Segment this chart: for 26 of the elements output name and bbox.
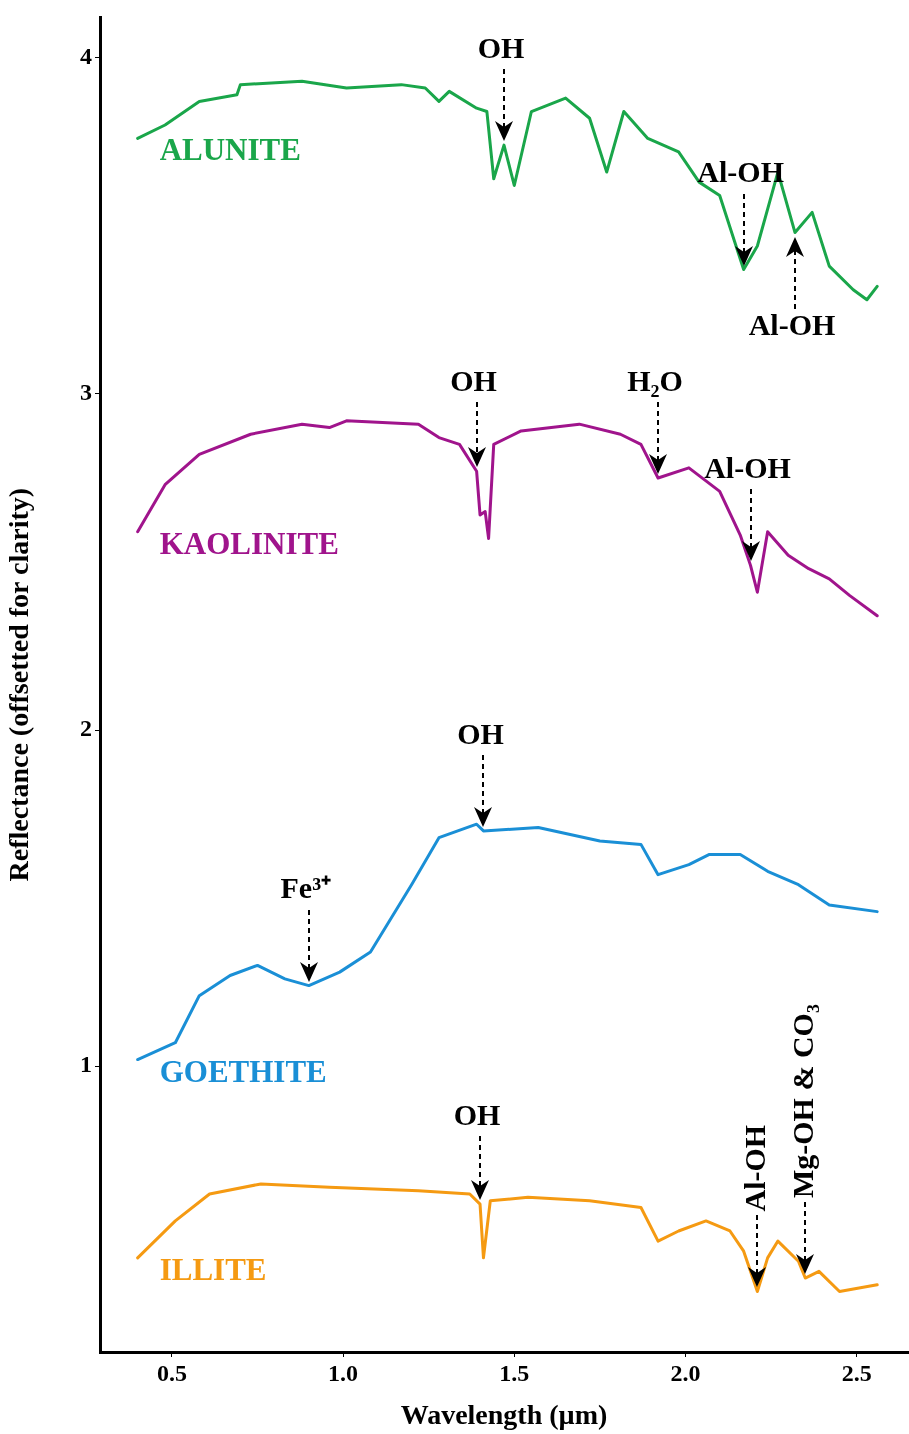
annotation: Mg-OH & CO₃ xyxy=(786,1004,820,1199)
annotation: Al-OH xyxy=(738,1124,772,1212)
y-tick-label: 1 xyxy=(80,1051,92,1078)
series-label: ILLITE xyxy=(159,1251,267,1287)
annotation: OH xyxy=(457,716,504,750)
x-axis-title: Wavelength (µm) xyxy=(400,1399,608,1431)
y-axis-title: Reflectance (offsetted for clarity) xyxy=(3,487,35,882)
x-tick-label: 0.5 xyxy=(156,1359,187,1386)
annotation: Al-OH xyxy=(704,451,791,485)
annotation: OH xyxy=(453,1097,501,1131)
series-label: KAOLINITE xyxy=(159,525,339,561)
annotation: Fe³⁺ xyxy=(280,871,332,905)
y-tick-label: 4 xyxy=(80,42,92,69)
series-label: GOETHITE xyxy=(159,1053,327,1089)
annotation: OH xyxy=(450,363,497,397)
x-tick-label: 1.0 xyxy=(328,1359,359,1386)
annotation: Al-OH xyxy=(697,155,784,189)
annotation: Al-OH xyxy=(748,308,836,342)
annotation: OH xyxy=(477,30,525,64)
y-tick-label: 3 xyxy=(80,379,92,406)
x-tick-label: 2.0 xyxy=(670,1359,701,1386)
x-tick-label: 2.5 xyxy=(841,1359,872,1386)
series-label: ALUNITE xyxy=(159,132,301,168)
annotation: H₂O xyxy=(627,363,683,397)
y-tick-label: 2 xyxy=(80,715,92,742)
x-tick-label: 1.5 xyxy=(499,1359,530,1386)
